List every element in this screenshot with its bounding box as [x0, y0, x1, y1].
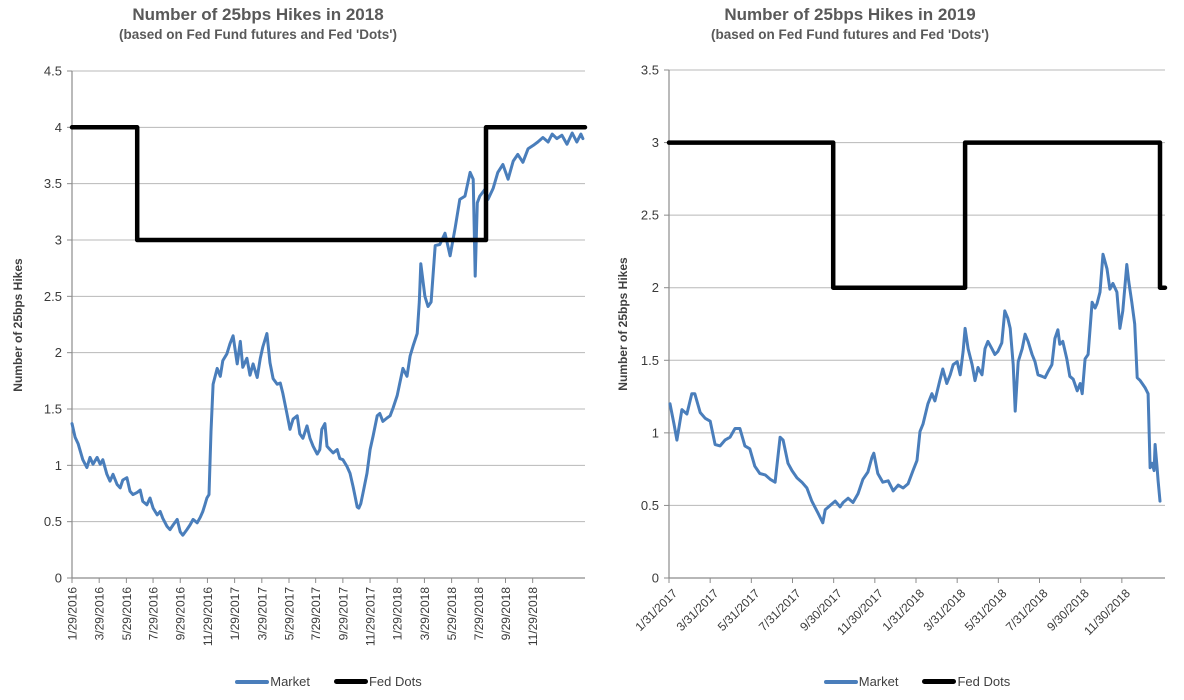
chart-title-2018: Number of 25bps Hikes in 2018 — [132, 5, 384, 24]
y-tick-label: 1.5 — [44, 402, 62, 417]
plot-area-2018: 0 0.5 1 1.5 2 2.5 3 3.5 4 4.5 1/29/2016 3/29/2016 5/… — [44, 64, 588, 646]
x-tick-label: 11/29/2018 — [526, 587, 540, 646]
legend-label-fed-dots: Fed Dots — [368, 674, 422, 689]
y-tick-label: 3 — [55, 233, 62, 248]
legend-item-fed-dots: Fed Dots — [922, 674, 1010, 689]
x-tick-label: 11/29/2016 — [201, 587, 215, 646]
y-tick-label: 0 — [55, 571, 62, 586]
x-tick-label: 1/29/2018 — [391, 587, 405, 641]
y-tick-label: 3 — [652, 135, 659, 150]
fed-dots-line-swatch — [922, 679, 957, 684]
x-tick-label: 1/31/2018 — [879, 586, 927, 634]
x-tick-label: 7/31/2017 — [756, 586, 804, 634]
x-tick-label: 1/29/2017 — [228, 587, 242, 641]
x-tick-label: 9/29/2017 — [336, 587, 350, 641]
y-tick-label: 2.5 — [44, 289, 62, 304]
x-tick-label: 5/31/2018 — [962, 586, 1010, 634]
x-tick-label: 11/29/2017 — [364, 587, 378, 646]
y-tick-label: 0.5 — [44, 514, 62, 529]
market-series-line — [668, 252, 1162, 525]
x-tick-label: 5/31/2017 — [715, 586, 763, 634]
chart-header-2018: Number of 25bps Hikes in 2018 (based on … — [0, 4, 516, 42]
legend-item-fed-dots: Fed Dots — [333, 674, 422, 689]
y-tick-label: 4 — [55, 120, 62, 135]
chart-subtitle-2019: (based on Fed Fund futures and Fed 'Dots… — [711, 27, 989, 43]
y-tick-label: 4.5 — [44, 64, 62, 79]
x-tick-label: 3/31/2017 — [674, 586, 722, 634]
y-tick-label: 1 — [652, 425, 659, 440]
fed-dots-series-line — [666, 140, 1168, 290]
y-tick-label: 2 — [55, 345, 62, 360]
x-tick-label: 7/29/2017 — [309, 587, 323, 641]
legend-item-market: Market — [823, 674, 899, 689]
x-tick-label: 3/29/2016 — [93, 587, 107, 641]
legend-2018: Market Fed Dots — [72, 674, 585, 689]
x-tick-label: 5/29/2017 — [282, 587, 296, 641]
y-tick-label: 2.5 — [641, 208, 659, 223]
y-tick-label: 0.5 — [641, 498, 659, 513]
fed-dots-line-swatch — [333, 679, 368, 684]
x-tick-label: 7/31/2018 — [1003, 586, 1051, 634]
chart-subtitle-2018: (based on Fed Fund futures and Fed 'Dots… — [119, 27, 397, 43]
y-tick-label: 3.5 — [44, 176, 62, 191]
legend-item-market: Market — [235, 674, 310, 689]
legend-label-market: Market — [270, 674, 310, 689]
x-tick-label: 9/29/2018 — [499, 587, 513, 641]
x-tick-label: 3/29/2018 — [418, 587, 432, 641]
x-tick-label: 9/29/2016 — [174, 587, 188, 641]
plot-area-2019: 00.511.522.533.51/31/20173/31/20175/31/2… — [632, 63, 1168, 638]
y-tick-label: 1 — [55, 458, 62, 473]
legend-2019: Market Fed Dots — [669, 674, 1165, 689]
chart-title-2019: Number of 25bps Hikes in 2019 — [724, 5, 976, 24]
chart-header-2019: Number of 25bps Hikes in 2019 (based on … — [592, 4, 1108, 42]
y-tick-label: 0 — [652, 571, 659, 586]
x-tick-label: 3/31/2018 — [921, 586, 969, 634]
x-tick-label: 1/29/2016 — [66, 587, 80, 641]
y-tick-label: 1.5 — [641, 353, 659, 368]
legend-label-market: Market — [858, 674, 899, 689]
x-tick-label: 5/29/2016 — [120, 587, 134, 641]
x-tick-label: 1/31/2017 — [632, 586, 680, 634]
y-tick-label: 3.5 — [641, 63, 659, 78]
chart-panel-2018: Number of 25bps Hikes in 2018 (based on … — [0, 4, 588, 689]
market-line-swatch — [823, 679, 858, 684]
x-tick-label: 5/29/2018 — [445, 587, 459, 641]
y-tick-label: 2 — [652, 280, 659, 295]
fed-dots-series-line — [69, 125, 588, 243]
market-line-swatch — [235, 679, 270, 684]
market-series-line — [70, 131, 585, 537]
x-tick-label: 7/29/2016 — [147, 587, 161, 641]
legend-label-fed-dots: Fed Dots — [957, 674, 1011, 689]
chart-panel-2019: Number of 25bps Hikes in 2019 (based on … — [592, 0, 1184, 700]
x-tick-label: 3/29/2017 — [255, 587, 269, 641]
x-tick-label: 7/29/2018 — [472, 587, 486, 641]
